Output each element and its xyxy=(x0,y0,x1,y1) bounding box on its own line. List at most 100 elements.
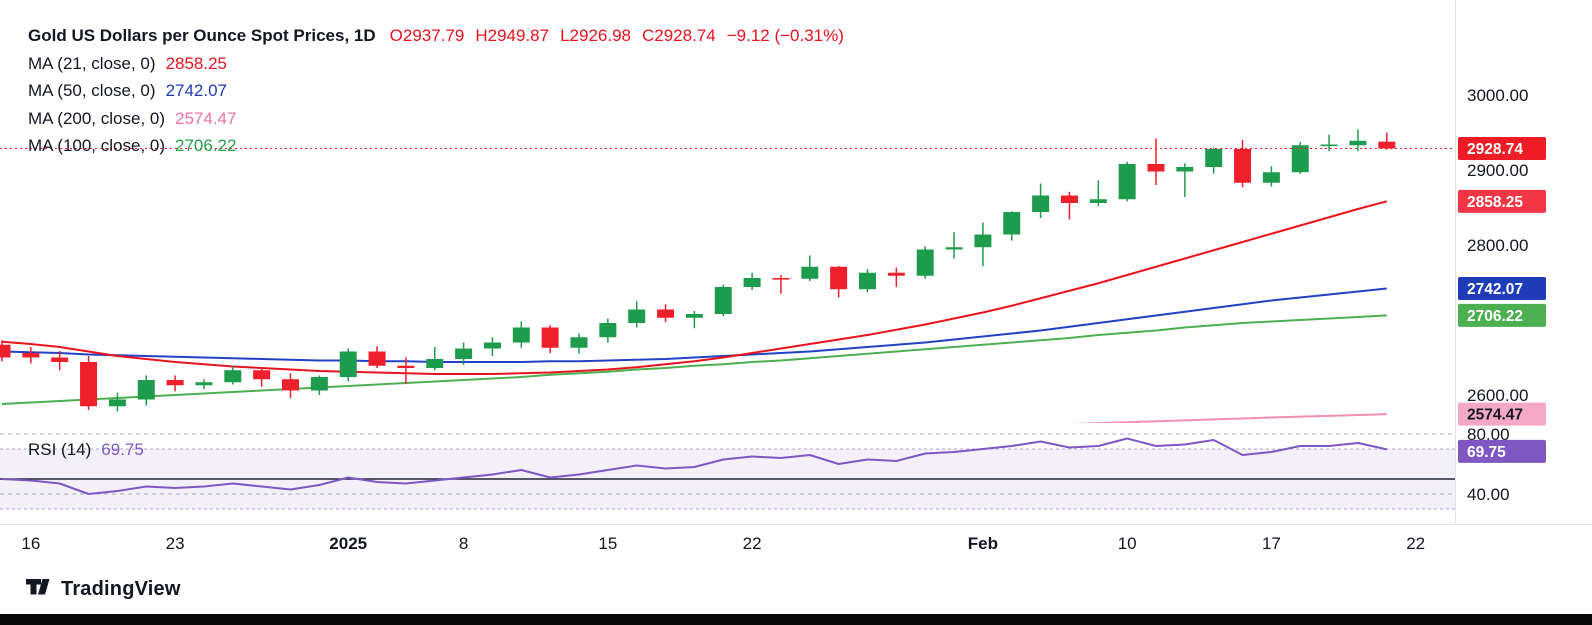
rsi-value: 69.75 xyxy=(101,440,144,459)
svg-text:2928.74: 2928.74 xyxy=(1467,141,1523,158)
candle-body xyxy=(1262,172,1280,183)
price-badge: 2574.47 xyxy=(1458,402,1546,426)
candle-body xyxy=(657,309,675,318)
candle-body xyxy=(599,323,617,338)
indicator-row[interactable]: MA (200, close, 0) 2574.47 xyxy=(28,105,855,133)
rsi-label: RSI (14) xyxy=(28,440,92,459)
time-axis-label: 17 xyxy=(1262,534,1281,553)
candle-body xyxy=(714,287,732,314)
candle-body xyxy=(1320,144,1338,147)
footer: TradingView xyxy=(26,576,181,603)
ohlc-value: H2949.87 xyxy=(475,26,550,45)
candle-body xyxy=(628,309,646,323)
candle-body xyxy=(368,351,386,366)
price-badge: 2928.74 xyxy=(1458,136,1546,160)
price-axis-label: 2600.00 xyxy=(1467,386,1528,405)
time-axis-label: 22 xyxy=(1406,534,1425,553)
svg-text:2858.25: 2858.25 xyxy=(1467,194,1523,211)
rsi-badge: 69.75 xyxy=(1458,439,1546,463)
candle-body xyxy=(801,266,819,279)
price-badge: 2706.22 xyxy=(1458,303,1546,327)
indicator-row[interactable]: MA (50, close, 0) 2742.07 xyxy=(28,77,855,105)
candle-body xyxy=(570,337,588,348)
price-axis[interactable]: 3000.00 2900.00 2800.00 2600.00 80.00 40.00 xyxy=(1467,86,1528,504)
candle-body xyxy=(512,327,530,343)
candle-body xyxy=(1118,164,1136,200)
candle-body xyxy=(339,351,357,377)
brand-text[interactable]: TradingView xyxy=(61,578,181,600)
ohlc-value: O2937.79 xyxy=(389,26,465,45)
candle-body xyxy=(1032,195,1050,212)
svg-text:2574.47: 2574.47 xyxy=(1467,407,1523,424)
ma-21-line xyxy=(1,200,1388,375)
candle-body xyxy=(310,377,328,391)
ohlc-values: O2937.79 H2949.87 L2926.98 C2928.74 −9.12 (−… xyxy=(390,26,855,45)
indicator-row[interactable]: MA (21, close, 0) 2858.25 xyxy=(28,50,855,78)
candle-body xyxy=(945,247,963,250)
price-badge: 2742.07 xyxy=(1458,276,1546,300)
ma-100-line xyxy=(1,314,1387,405)
candle-body xyxy=(282,379,299,391)
indicator-value: 2574.47 xyxy=(175,108,237,128)
candle-body xyxy=(22,353,40,358)
candle-body xyxy=(772,278,790,280)
indicator-label: MA (200, close, 0) xyxy=(28,108,166,128)
rsi-line xyxy=(1,437,1388,495)
price-axis-label: 2900.00 xyxy=(1467,161,1528,180)
time-axis-label: 16 xyxy=(21,534,40,553)
indicator-label: MA (100, close, 0) xyxy=(28,136,166,155)
candle-body xyxy=(859,272,876,290)
tradingview-logo-icon[interactable] xyxy=(26,576,54,603)
candlestick-series xyxy=(0,129,1396,412)
candle-body xyxy=(1205,149,1223,167)
time-axis[interactable]: 16 23 2025 8 15 22 Feb 10 17 22 xyxy=(21,534,1425,553)
candle-body xyxy=(916,249,934,276)
time-axis-label: Feb xyxy=(968,534,998,553)
candle-body xyxy=(830,266,848,290)
price-pane xyxy=(0,129,1455,423)
price-badge: 2858.25 xyxy=(1458,189,1546,213)
time-axis-label: 8 xyxy=(459,534,468,553)
candle-body xyxy=(541,327,559,348)
candle-body xyxy=(137,380,155,400)
symbol-title[interactable]: Gold US Dollars per Ounce Spot Prices, 1… xyxy=(28,26,376,45)
candle-body xyxy=(685,314,703,318)
chart-canvas[interactable]: 3000.00 2900.00 2800.00 2600.00 80.00 40.00 29… xyxy=(0,0,1592,562)
time-axis-label: 23 xyxy=(166,534,185,553)
candle-body xyxy=(195,382,213,386)
candle-body xyxy=(397,365,415,368)
candle-body xyxy=(483,342,501,349)
indicator-label: MA (21, close, 0) xyxy=(28,53,156,73)
indicator-row[interactable]: MA (100, close, 0) 2706.22 xyxy=(28,132,855,160)
rsi-legend-row[interactable]: RSI (14) 69.75 xyxy=(28,440,144,460)
rsi-axis-label: 80.00 xyxy=(1467,425,1510,444)
time-axis-label: 2025 xyxy=(329,534,367,553)
candle-body xyxy=(426,359,444,368)
candle-body xyxy=(1234,149,1252,183)
indicator-value: 2858.25 xyxy=(165,53,228,73)
candle-body xyxy=(1176,167,1194,172)
ohlc-value: L2926.98 xyxy=(560,26,631,45)
symbol-header-row: Gold US Dollars per Ounce Spot Prices, 1… xyxy=(28,22,855,50)
candle-body xyxy=(974,234,992,248)
candle-body xyxy=(455,348,473,359)
ohlc-value: −9.12 (−0.31%) xyxy=(726,26,844,45)
candle-body xyxy=(108,399,126,407)
price-axis-label: 2800.00 xyxy=(1467,236,1528,255)
ma-200-line xyxy=(1072,413,1387,423)
ohlc-value: C2928.74 xyxy=(641,26,716,45)
bottom-bar xyxy=(0,614,1592,625)
chart-legend: Gold US Dollars per Ounce Spot Prices, 1… xyxy=(28,22,855,160)
price-axis-label: 3000.00 xyxy=(1467,86,1528,105)
svg-text:2742.07: 2742.07 xyxy=(1467,281,1523,298)
svg-text:69.75: 69.75 xyxy=(1467,444,1506,461)
candle-body xyxy=(1060,195,1078,203)
candle-body xyxy=(224,370,242,383)
candle-body xyxy=(1147,164,1165,172)
rsi-pane xyxy=(0,433,1455,510)
candle-body xyxy=(253,370,271,380)
svg-text:2706.22: 2706.22 xyxy=(1467,308,1523,325)
candle-body xyxy=(166,380,184,386)
candle-body xyxy=(1089,199,1107,203)
